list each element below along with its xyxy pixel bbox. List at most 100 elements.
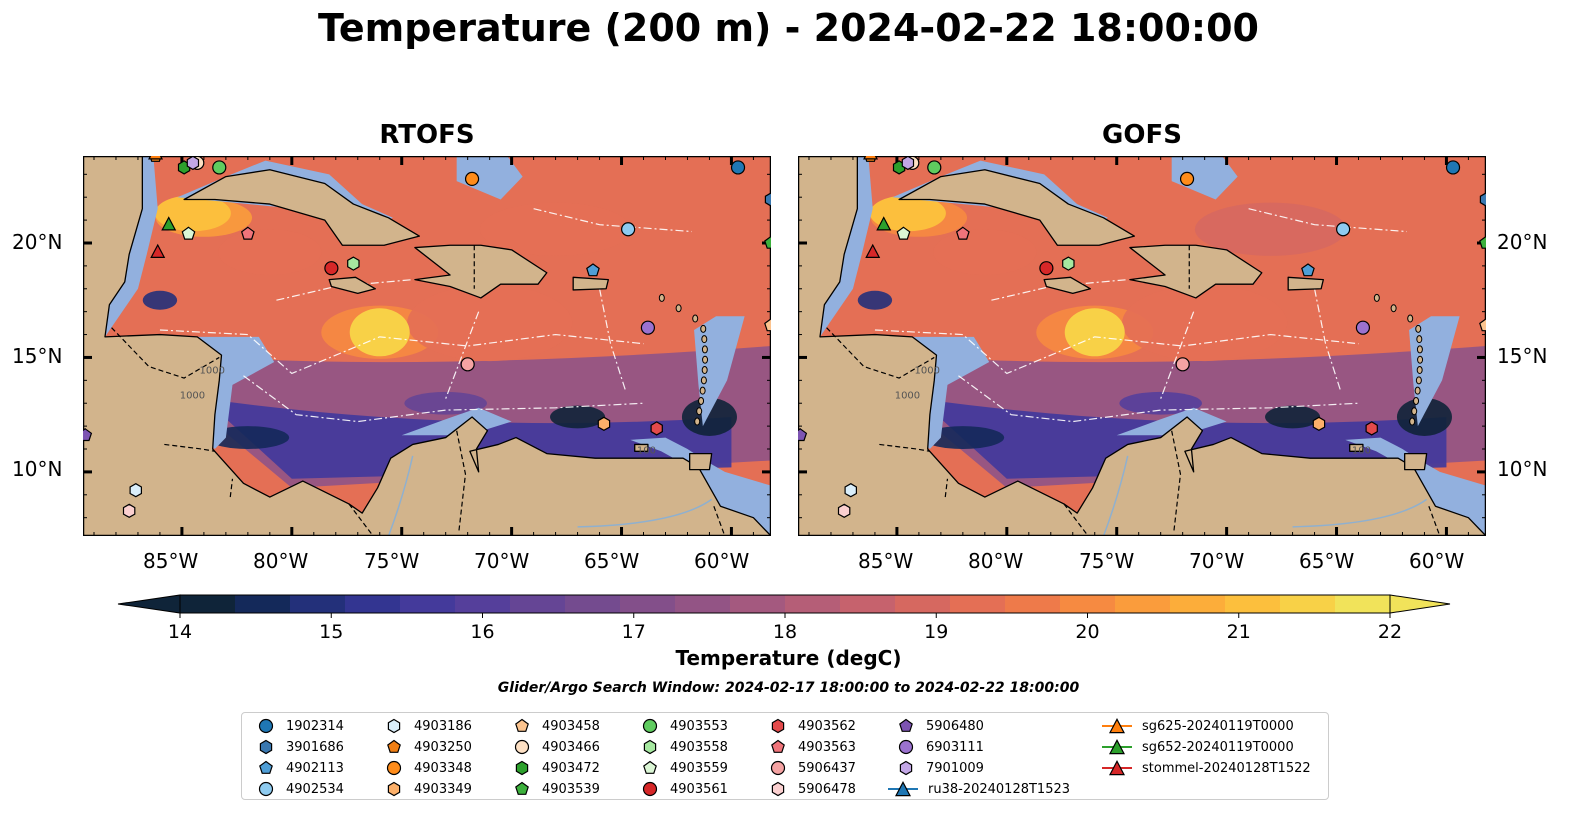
- lon-tick-rtofs: 80°W: [253, 549, 309, 573]
- legend-marker-icon: [387, 781, 401, 797]
- legend-symbol[interactable]: [642, 718, 658, 734]
- legend-item: 7901009: [894, 758, 984, 778]
- legend-label: 4903559: [670, 760, 728, 776]
- obs-4903558[interactable]: [1062, 256, 1075, 271]
- obs-4903458[interactable]: [764, 318, 771, 332]
- legend-triangle[interactable]: [1109, 739, 1125, 755]
- legend-symbol[interactable]: [898, 739, 914, 755]
- lat-tick-right: 15°N: [1497, 344, 1548, 368]
- obs-4903562[interactable]: [1365, 421, 1378, 436]
- legend-item: 5906437: [766, 758, 856, 778]
- legend-triangle[interactable]: [895, 781, 911, 797]
- land-jamaica: [328, 276, 376, 294]
- legend-symbol[interactable]: [387, 739, 401, 753]
- contour-label: 1000: [180, 391, 205, 402]
- obs-4903539[interactable]: [764, 235, 771, 249]
- obs-stommel-20240128T1522[interactable]: [150, 243, 166, 258]
- colorbar-extend-min: [117, 594, 181, 614]
- legend-symbol[interactable]: [899, 718, 913, 732]
- obs-4903349[interactable]: [1312, 416, 1326, 431]
- legend-symbol[interactable]: [387, 781, 401, 797]
- legend-symbol[interactable]: [514, 739, 530, 755]
- obs-4903559[interactable]: [896, 226, 911, 240]
- legend-symbol[interactable]: [259, 760, 273, 774]
- legend-symbol[interactable]: [643, 760, 657, 774]
- obs-6903111[interactable]: [640, 320, 656, 335]
- map-gofs[interactable]: 1000 1000 100: [798, 156, 1486, 536]
- legend-triangle[interactable]: [1109, 718, 1125, 734]
- colorbar-bin: [675, 595, 731, 613]
- obs-4903563[interactable]: [955, 226, 970, 240]
- obs-5906480[interactable]: [83, 428, 93, 442]
- obs-stommel-20240128T1522[interactable]: [865, 243, 881, 258]
- obs-4903562[interactable]: [650, 421, 663, 436]
- legend-symbol[interactable]: [643, 739, 657, 755]
- obs-sg625-20240119T0000[interactable]: [863, 156, 879, 160]
- legend-symbol[interactable]: [771, 781, 785, 797]
- obs-4903539[interactable]: [1479, 235, 1486, 249]
- obs-7901009[interactable]: [901, 156, 915, 171]
- obs-3901686[interactable]: [764, 192, 771, 207]
- legend-symbol[interactable]: [642, 781, 658, 797]
- obs-1902314[interactable]: [730, 160, 746, 175]
- obs-4903563[interactable]: [240, 226, 255, 240]
- legend-symbol[interactable]: [770, 760, 786, 776]
- obs-sg625-20240119T0000[interactable]: [148, 156, 164, 160]
- colorbar-bin: [1170, 595, 1226, 613]
- obs-5906437[interactable]: [1175, 357, 1190, 372]
- obs-4903186[interactable]: [129, 483, 143, 498]
- obs-4902113[interactable]: [586, 263, 600, 277]
- obs-5906437[interactable]: [460, 357, 475, 372]
- legend-label: 4903472: [542, 760, 600, 776]
- colorbar-tick-label: 20: [1075, 621, 1099, 643]
- legend-label: 4902113: [286, 760, 344, 776]
- obs-4903348[interactable]: [464, 171, 480, 186]
- map-rtofs[interactable]: 1000 1000 100: [83, 156, 771, 536]
- obs-4903349[interactable]: [597, 416, 611, 431]
- obs-4903561[interactable]: [1039, 261, 1054, 276]
- contour-label: 1000: [199, 365, 224, 376]
- obs-3901686[interactable]: [1479, 192, 1486, 207]
- legend-symbol[interactable]: [771, 718, 785, 734]
- legend-symbol[interactable]: [515, 781, 529, 795]
- legend-marker-icon: [387, 718, 401, 734]
- legend-symbol[interactable]: [258, 718, 274, 734]
- legend-symbol[interactable]: [515, 718, 529, 732]
- obs-7901009[interactable]: [186, 156, 200, 171]
- obs-6903111[interactable]: [1355, 320, 1371, 335]
- land-trinidad: [1404, 452, 1428, 471]
- obs-5906480[interactable]: [798, 428, 808, 442]
- obs-1902314[interactable]: [1445, 160, 1461, 175]
- land-puertorico: [572, 276, 609, 291]
- obs-4903559[interactable]: [181, 226, 196, 240]
- obs-4903186[interactable]: [844, 483, 858, 498]
- obs-4902113[interactable]: [1301, 263, 1315, 277]
- legend-symbol[interactable]: [515, 760, 529, 776]
- legend-symbol[interactable]: [387, 718, 401, 734]
- obs-4903553[interactable]: [212, 160, 227, 175]
- obs-5906478[interactable]: [837, 503, 851, 518]
- legend-symbol[interactable]: [899, 760, 913, 776]
- obs-4903348[interactable]: [1179, 171, 1195, 186]
- obs-4902534[interactable]: [621, 222, 636, 237]
- obs-4903458[interactable]: [1479, 318, 1486, 332]
- legend-symbol[interactable]: [259, 739, 273, 755]
- lat-tick-left: 10°N: [12, 457, 63, 481]
- legend-item: 4903563: [766, 737, 856, 757]
- obs-4903561[interactable]: [324, 261, 339, 276]
- obs-4902534[interactable]: [1336, 222, 1351, 237]
- legend-symbol[interactable]: [258, 781, 274, 797]
- legend-symbol[interactable]: [386, 760, 402, 776]
- legend-label: 3901686: [286, 739, 344, 755]
- obs-sg652-20240119T0000[interactable]: [161, 216, 177, 231]
- land-puertorico: [1287, 276, 1324, 291]
- legend-marker-icon: [771, 781, 785, 797]
- obs-sg652-20240119T0000[interactable]: [876, 216, 892, 231]
- search-window-text: Glider/Argo Search Window: 2024-02-17 18…: [497, 680, 1080, 696]
- obs-4903558[interactable]: [347, 256, 360, 271]
- obs-4903553[interactable]: [927, 160, 942, 175]
- legend-symbol[interactable]: [771, 739, 785, 753]
- legend-item: 4903559: [638, 758, 728, 778]
- obs-5906478[interactable]: [122, 503, 136, 518]
- legend-triangle[interactable]: [1109, 760, 1125, 776]
